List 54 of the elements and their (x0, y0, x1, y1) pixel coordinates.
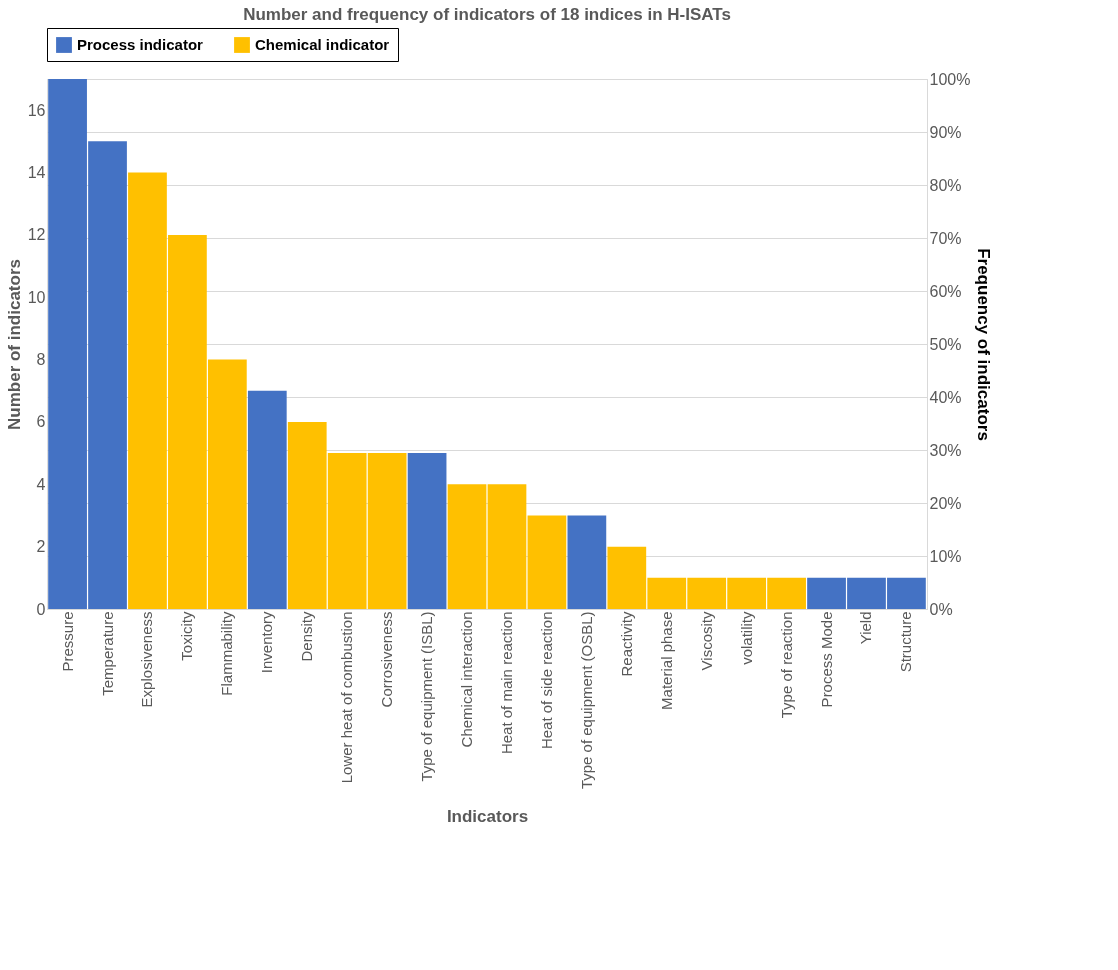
x-tick-label: Pressure (58, 611, 76, 672)
legend-label: Process indicator (77, 36, 204, 53)
y2-axis-title: Frequency of indicators (974, 248, 994, 441)
x-tick-label: Heat of main reaction (497, 611, 515, 755)
x-tick-label: Heat of side reaction (537, 611, 555, 750)
x-tick-label: Corrosiveness (378, 611, 396, 708)
y2-tick-label: 90% (929, 123, 962, 141)
x-tick-label: Type of equipment (OSBL) (577, 611, 595, 790)
bar (487, 484, 527, 609)
y-tick-label: 6 (36, 413, 46, 431)
x-tick-label: volatility (737, 611, 755, 665)
y-tick-label: 8 (36, 351, 46, 369)
bar (247, 390, 287, 609)
bar (407, 453, 447, 609)
x-tick-label: Explosiveness (138, 611, 156, 708)
y-tick-label: 10 (27, 288, 46, 306)
x-tick-label: Reactivity (617, 611, 635, 677)
y-tick-label: 2 (36, 538, 46, 556)
x-tick-label: Type of equipment (ISBL) (418, 611, 436, 782)
chart-title: Number and frequency of indicators of 18 indices in H-ISATs (243, 4, 731, 24)
x-tick-label: Chemical interaction (458, 611, 476, 748)
y-tick-label: 14 (27, 164, 46, 182)
y2-tick-label: 70% (929, 229, 962, 247)
x-tick-label: Yield (857, 611, 875, 645)
y2-tick-label: 50% (929, 335, 962, 353)
x-tick-label: Lower heat of combustion (338, 611, 356, 784)
x-tick-label: Structure (897, 611, 915, 673)
y-tick-label: 0 (36, 600, 46, 618)
legend-label: Chemical indicator (255, 36, 390, 53)
y2-tick-label: 100% (929, 70, 971, 88)
y-tick-label: 16 (27, 101, 46, 119)
y-tick-label: 4 (36, 475, 46, 493)
x-axis-title: Indicators (446, 807, 529, 827)
y2-tick-label: 20% (929, 494, 962, 512)
x-tick-label: Density (298, 611, 316, 662)
y-tick-label: 12 (27, 226, 46, 244)
y2-tick-label: 30% (929, 441, 962, 459)
x-tick-label: Viscosity (697, 611, 715, 671)
x-tick-label: Material phase (657, 611, 675, 710)
bar (567, 515, 607, 609)
y2-tick-label: 80% (929, 176, 962, 194)
y2-tick-label: 60% (929, 282, 962, 300)
x-tick-label: Flammability (218, 611, 236, 696)
bar (447, 484, 487, 609)
y2-tick-label: 40% (929, 388, 962, 406)
y2-tick-label: 0% (929, 600, 953, 618)
x-tick-label: Process Mode (817, 611, 835, 708)
x-tick-label: Type of reaction (777, 611, 795, 719)
bar (527, 515, 567, 609)
x-tick-label: Toxicity (178, 611, 196, 661)
y-axis-title: Number of indicators (4, 259, 24, 430)
y2-tick-label: 10% (929, 547, 962, 565)
x-tick-label: Temperature (98, 611, 116, 696)
x-tick-label: Inventory (258, 611, 276, 674)
